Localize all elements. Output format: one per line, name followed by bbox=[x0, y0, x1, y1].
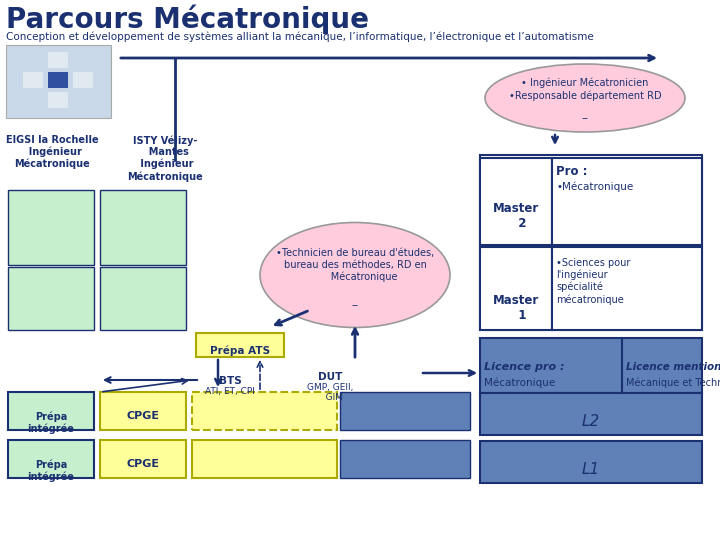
Text: BTS: BTS bbox=[219, 376, 241, 386]
Bar bbox=[192, 392, 337, 430]
Text: Master
   1: Master 1 bbox=[493, 294, 539, 322]
Bar bbox=[48, 72, 68, 88]
Text: Master
   2: Master 2 bbox=[493, 202, 539, 230]
Text: • Ingénieur Mécatronicien
•Responsable département RD: • Ingénieur Mécatronicien •Responsable d… bbox=[509, 78, 661, 100]
Bar bbox=[196, 333, 284, 357]
Bar bbox=[552, 158, 702, 245]
Text: •Mécatronique: •Mécatronique bbox=[556, 182, 634, 192]
Bar bbox=[8, 440, 94, 478]
Bar bbox=[100, 392, 186, 430]
Text: Prépa
intégrée: Prépa intégrée bbox=[27, 411, 74, 434]
Bar bbox=[340, 440, 470, 478]
Text: Prépa
intégrée: Prépa intégrée bbox=[27, 459, 74, 482]
Bar bbox=[480, 338, 702, 393]
Bar bbox=[480, 158, 552, 245]
Ellipse shape bbox=[260, 222, 450, 327]
Text: CPGE: CPGE bbox=[127, 411, 160, 421]
Bar bbox=[480, 247, 552, 330]
Text: Prépa ATS: Prépa ATS bbox=[210, 345, 270, 355]
Text: ATI, ET, CPI: ATI, ET, CPI bbox=[205, 387, 255, 396]
Text: ISTY Vélizy-
  Mantes
 Ingénieur
Mécatronique: ISTY Vélizy- Mantes Ingénieur Mécatroniq… bbox=[127, 135, 203, 181]
Bar bbox=[480, 155, 702, 330]
Text: L1: L1 bbox=[582, 462, 600, 477]
Bar bbox=[100, 267, 186, 330]
Bar bbox=[6, 45, 111, 118]
Text: L2: L2 bbox=[582, 414, 600, 429]
Bar bbox=[100, 190, 186, 265]
Text: •Technicien de bureau d'études,
bureau des méthodes, RD en
      Mécatronique: •Technicien de bureau d'études, bureau d… bbox=[276, 248, 434, 282]
Text: Parcours Mécatronique: Parcours Mécatronique bbox=[6, 5, 369, 35]
Bar bbox=[8, 190, 94, 265]
Text: CPGE: CPGE bbox=[127, 459, 160, 469]
Text: Licence pro :: Licence pro : bbox=[484, 362, 564, 372]
Bar bbox=[480, 393, 702, 435]
Text: Licence mention :: Licence mention : bbox=[626, 362, 720, 372]
Bar bbox=[192, 440, 337, 478]
Text: GMP, GEII,
   GIM: GMP, GEII, GIM bbox=[307, 383, 354, 402]
Bar bbox=[552, 247, 702, 330]
Bar bbox=[100, 440, 186, 478]
Text: --: -- bbox=[582, 113, 588, 123]
Text: --: -- bbox=[351, 300, 359, 310]
Bar bbox=[23, 72, 43, 88]
Text: Mécatronique: Mécatronique bbox=[484, 378, 555, 388]
Bar bbox=[48, 92, 68, 108]
Text: EIGSI la Rochelle
  Ingénieur
Mécatronique: EIGSI la Rochelle Ingénieur Mécatronique bbox=[6, 135, 99, 170]
Bar bbox=[48, 52, 68, 68]
Bar bbox=[340, 392, 470, 430]
Bar bbox=[8, 392, 94, 430]
Text: Pro :: Pro : bbox=[556, 165, 588, 178]
Bar bbox=[8, 267, 94, 330]
Bar bbox=[73, 72, 93, 88]
Text: •Sciences pour
l'ingénieur
spécialité
mécatronique: •Sciences pour l'ingénieur spécialité mé… bbox=[556, 258, 631, 305]
Text: Mécanique et Technologie: Mécanique et Technologie bbox=[626, 378, 720, 388]
Ellipse shape bbox=[485, 64, 685, 132]
Text: Conception et développement de systèmes alliant la mécanique, l’informatique, l’: Conception et développement de systèmes … bbox=[6, 32, 594, 43]
Bar bbox=[480, 441, 702, 483]
Text: DUT: DUT bbox=[318, 372, 342, 382]
